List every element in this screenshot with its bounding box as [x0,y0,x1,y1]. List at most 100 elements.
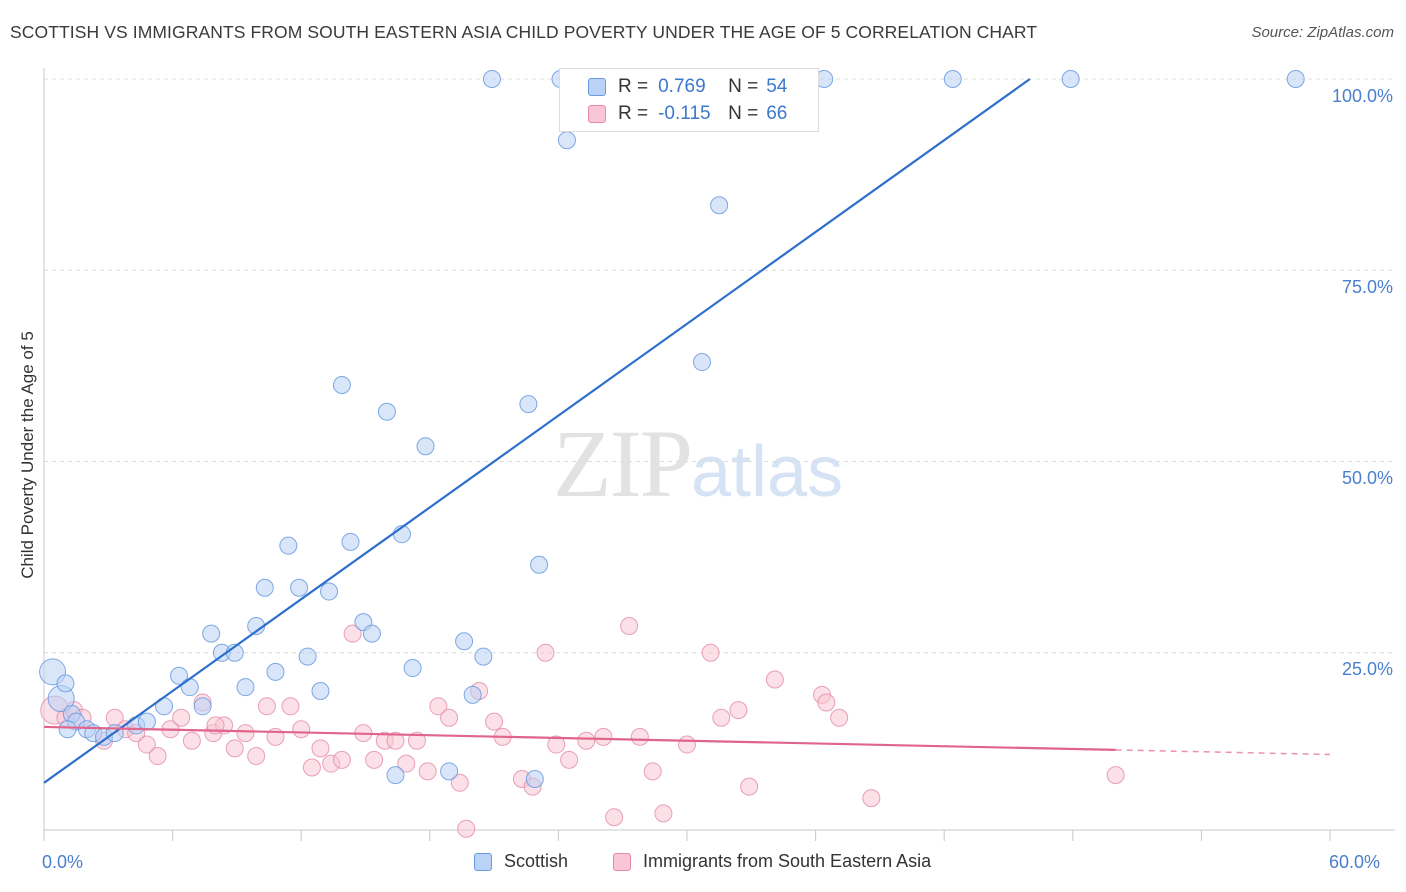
scottish-point [202,624,221,643]
immigrants-point [485,712,504,731]
immigrants-point [236,724,255,743]
immigrants-point [137,735,156,754]
y-tick-label-100: 100.0% [1331,86,1393,106]
immigrants-trend-line [43,725,1116,752]
immigrants-point [536,643,555,662]
immigrants-point [701,643,720,662]
immigrants-point [225,739,244,758]
scottish-point [1061,70,1080,88]
legend-label-scottish: Scottish [504,851,569,871]
legend-row-immigrants: R = -0.115 N = 66 [560,101,787,127]
immigrants-point [620,616,639,635]
immigrants-point [257,697,276,716]
scottish-point [943,70,962,88]
y-axis-label: Child Poverty Under the Age of 5 [18,331,37,579]
scottish-point [474,647,493,666]
immigrants-point [862,789,881,808]
scottish-point [137,712,156,731]
scottish-point [1286,70,1305,88]
scottish-point [236,678,255,697]
immigrants-point [560,750,579,769]
legend-r-value: -0.115 [658,103,711,124]
immigrants-point [765,670,784,689]
immigrants-point [429,697,448,716]
scottish-point [56,674,75,693]
immigrants-point [605,808,624,827]
watermark-atlas: atlas [691,432,844,512]
scottish-point [530,555,549,574]
immigrants-point [418,762,437,781]
immigrants-point [630,727,649,746]
legend-r-label: R = [618,76,649,97]
immigrants-point [678,735,696,754]
y-tick-label-50: 50.0% [1341,468,1393,488]
scottish-point [693,353,712,372]
legend-n-value: 54 [766,76,788,97]
immigrants-point [450,773,469,792]
immigrants-point [281,697,300,716]
scottish-point [279,536,298,555]
legend-n-label: N = [728,103,759,124]
immigrants-point [343,624,362,643]
legend-item-immigrants[interactable]: Immigrants from South Eastern Asia [613,851,931,872]
legend-swatch-scottish [474,852,492,871]
x-tick-label-max: 60.0% [1329,852,1381,872]
scottish-point [377,402,396,421]
scottish-point [482,70,501,88]
immigrants-trend-extension [1115,749,1331,756]
y-tick-label-75: 75.0% [1341,277,1393,297]
scottish-point [332,376,351,394]
legend-row-scottish: R = 0.769 N = 54 [560,74,787,100]
scottish-point [557,131,576,150]
immigrants-point [247,747,266,766]
scottish-point [710,196,729,215]
scottish-point [416,437,435,456]
legend-r-value: 0.769 [658,76,706,97]
scottish-point [255,578,274,597]
legend-swatch-immigrants [588,105,606,123]
legend-swatch-immigrants [613,852,631,871]
immigrants-point [397,754,416,773]
immigrants-point [729,701,748,720]
immigrants-point [654,804,673,823]
scottish-point [403,659,422,678]
immigrants-point [547,735,566,754]
scottish-point [525,769,544,788]
scottish-point [180,678,199,697]
legend-item-scottish[interactable]: Scottish [474,851,568,872]
legend-n-value: 66 [766,103,788,124]
immigrants-point [182,731,201,750]
correlation-legend: R = 0.769 N = 54 R = -0.115 N = 66 [559,68,819,132]
immigrants-point [457,819,476,838]
scottish-trend-line [43,78,1031,784]
legend-swatch-scottish [588,78,606,96]
immigrants-point [386,731,405,750]
immigrants-point [594,727,613,746]
immigrants-point [1106,766,1125,785]
immigrants-point [712,708,731,727]
immigrants-point [407,731,426,750]
immigrants-point [292,720,311,739]
scottish-point [455,632,474,651]
immigrants-point [440,708,459,727]
immigrants-point [172,708,191,727]
immigrants-point [311,739,330,758]
scottish-point [266,662,285,681]
immigrants-point [830,708,849,727]
immigrants-point [302,758,321,777]
source-label: Source: ZipAtlas.com [1251,24,1394,41]
scottish-point [440,762,459,781]
immigrants-point [148,747,167,766]
watermark: ZIPatlas [553,408,843,519]
legend-n-label: N = [728,76,759,97]
y-tick-label-25: 25.0% [1341,659,1393,679]
scottish-point [193,697,212,716]
immigrants-point [577,731,596,750]
immigrants-point [740,777,759,796]
legend-r-label: R = [618,103,649,124]
legend-label-immigrants: Immigrants from South Eastern Asia [643,851,932,871]
scottish-point [170,666,189,685]
scottish-point [463,685,482,704]
scottish-point [362,624,381,643]
